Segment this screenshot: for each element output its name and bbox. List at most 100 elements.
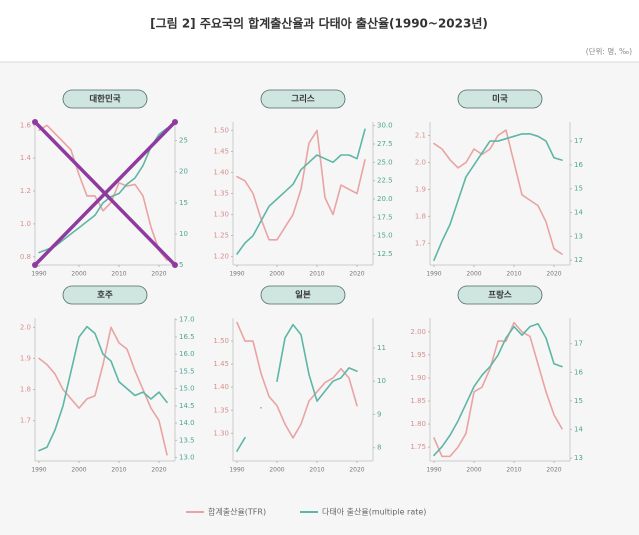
y-tick-label: 1.85 [410, 397, 426, 405]
x-tick-label: 2000 [269, 467, 284, 474]
y-tick-label: 1.4 [20, 154, 32, 162]
chart-title-pill [260, 285, 346, 305]
y2-tick-label: 16.0 [179, 350, 195, 358]
chart-title: 미국 [492, 94, 508, 105]
x-tick-label: 2010 [111, 467, 126, 474]
y-tick-label: 1.90 [410, 374, 426, 382]
y2-tick-label: 16.5 [179, 333, 195, 341]
cross-out-end [32, 119, 38, 125]
chart: 대한민국 0.8 1.0 1.2 1.4 1.6 5 10 15 20 25 1990 2000 2010… [20, 89, 188, 278]
chart-title: 호주 [97, 290, 113, 301]
x-tick-label: 2020 [151, 467, 166, 474]
series-line [236, 129, 366, 241]
y-tick-label: 1.45 [213, 360, 229, 368]
y2-tick-label: 25.0 [377, 158, 393, 166]
y-tick-label: 1.6 [20, 121, 32, 129]
y2-tick-label: 17 [574, 340, 583, 348]
x-tick-label: 2000 [71, 467, 86, 474]
y2-tick-label: 13 [574, 232, 583, 240]
legend-label: 합계출산율(TFR) [208, 507, 266, 517]
chart-title: 대한민국 [89, 94, 120, 105]
y2-tick-label: 5 [179, 261, 183, 269]
x-tick-label: 2010 [506, 271, 521, 278]
y2-tick-label: 12.5 [377, 250, 393, 258]
x-tick-label: 2000 [269, 271, 284, 278]
chart: 일본 1.30 1.35 1.40 1.45 1.50 8 9 10 11 1990 2000 2010… [213, 285, 386, 474]
y-tick-label: 1.20 [213, 253, 229, 261]
y2-tick-label: 13.0 [179, 454, 195, 462]
x-tick-label: 2010 [506, 467, 521, 474]
x-tick-label: 2010 [309, 271, 324, 278]
chart-title: 프랑스 [488, 290, 512, 301]
series-line [236, 323, 358, 452]
y-tick-label: 1.8 [20, 386, 31, 394]
y2-tick-label: 15 [574, 397, 583, 405]
series-line [236, 321, 358, 439]
y-tick-label: 1.30 [213, 211, 229, 219]
y2-tick-label: 14.0 [179, 419, 195, 427]
x-tick-label: 1990 [426, 271, 441, 278]
chart-title: 그리스 [291, 94, 315, 105]
y2-tick-label: 16 [574, 368, 583, 376]
legend-label: 다태아 출산율(multiple rate) [322, 507, 426, 517]
y-tick-label: 1.25 [213, 232, 229, 240]
y2-tick-label: 11 [377, 344, 386, 352]
series-line [38, 326, 168, 456]
y-tick-label: 2.0 [20, 323, 31, 331]
y-tick-label: 1.9 [20, 354, 31, 362]
y-tick-label: 1.9 [415, 185, 426, 193]
y-tick-label: 2.0 [415, 158, 426, 166]
series-line [236, 128, 366, 255]
y-tick-label: 1.7 [415, 239, 426, 247]
chart: 미국 1.7 1.8 1.9 2.0 2.1 12 13 14 15 16 17 1990 2000 201… [415, 89, 583, 278]
x-tick-label: 2020 [349, 271, 364, 278]
series-line [38, 325, 168, 452]
y2-tick-label: 20 [179, 168, 188, 176]
legend: 합계출산율(TFR) 다태아 출산율(multiple rate) [186, 507, 426, 517]
chart: 그리스 1.20 1.25 1.30 1.35 1.40 1.45 1.50 12.5 15.0 1… [213, 89, 393, 278]
x-tick-label: 2000 [466, 467, 481, 474]
y2-tick-label: 30.0 [377, 122, 393, 130]
y-tick-label: 1.75 [410, 443, 426, 451]
x-tick-label: 2000 [71, 271, 86, 278]
cross-out-end [172, 119, 178, 125]
chart-title-pill [62, 89, 148, 109]
y2-tick-label: 17.0 [179, 316, 195, 324]
x-tick-label: 2020 [151, 271, 166, 278]
x-tick-label: 2010 [309, 467, 324, 474]
y2-tick-label: 8 [377, 444, 381, 452]
y-tick-label: 2.1 [415, 131, 426, 139]
page-title: [그림 2] 주요국의 합계출산율과 다태아 출산율(1990~2023년) [150, 16, 488, 31]
x-tick-label: 2010 [111, 271, 126, 278]
series-line [433, 133, 563, 262]
y2-tick-label: 12 [574, 256, 583, 264]
y2-tick-label: 13.5 [179, 436, 195, 444]
x-tick-label: 1990 [426, 467, 441, 474]
y2-tick-label: 14.5 [179, 402, 195, 410]
series-line [433, 321, 563, 458]
y-tick-label: 1.50 [213, 126, 229, 134]
y-tick-label: 1.40 [213, 168, 229, 176]
unit: (단위: 명, ‰) [586, 46, 632, 56]
y2-tick-label: 14 [574, 209, 583, 217]
y-tick-label: 1.40 [213, 383, 229, 391]
x-tick-label: 2020 [546, 271, 561, 278]
y2-tick-label: 15.5 [179, 367, 195, 375]
chart: 프랑스 1.75 1.80 1.85 1.90 1.95 2.00 13 14 15 16 17 199… [410, 285, 583, 474]
series-line [433, 129, 563, 256]
y-tick-label: 1.7 [20, 417, 31, 425]
x-tick-label: 2020 [546, 467, 561, 474]
cross-out [33, 120, 177, 267]
cross-out-end [32, 262, 38, 268]
y-tick-label: 1.2 [20, 187, 31, 195]
y2-tick-label: 16 [574, 161, 583, 169]
y2-tick-label: 15.0 [377, 232, 393, 240]
x-tick-label: 1990 [31, 271, 46, 278]
y-tick-label: 2.00 [410, 328, 426, 336]
y2-tick-label: 14 [574, 426, 583, 434]
y2-tick-label: 22.5 [377, 177, 393, 185]
y2-tick-label: 20.0 [377, 195, 393, 203]
y2-tick-label: 25 [179, 137, 188, 145]
chart-title-pill [457, 285, 543, 305]
y2-tick-label: 15 [574, 185, 583, 193]
